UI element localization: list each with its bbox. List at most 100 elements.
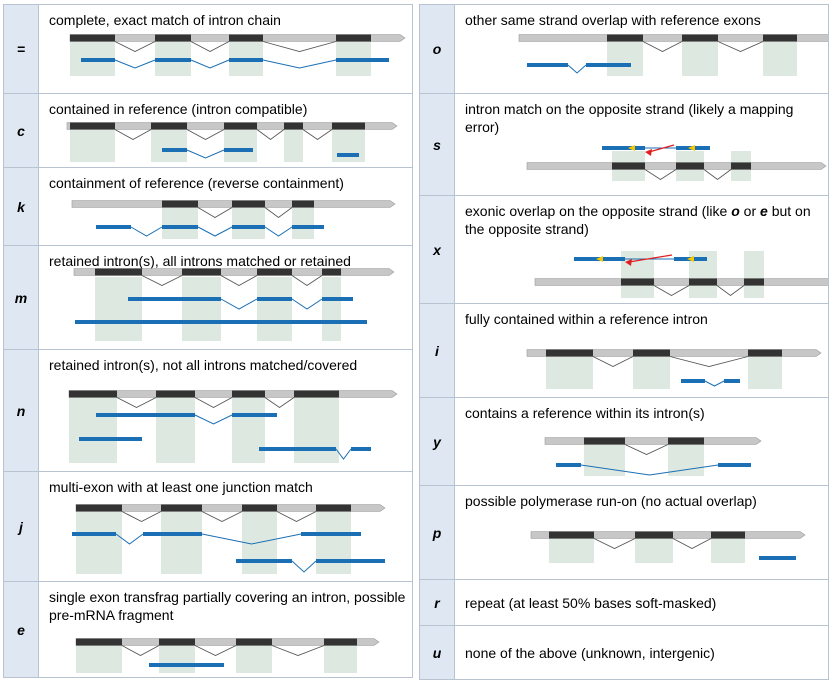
overlap-shade xyxy=(763,42,797,76)
arrowhead-icon xyxy=(645,149,652,156)
intron-connector xyxy=(190,41,230,53)
class-code: y xyxy=(420,398,455,485)
description-text: complete, exact match of intron chain xyxy=(49,12,281,28)
intron-connector xyxy=(256,129,285,141)
intron-connector xyxy=(197,207,233,219)
row-o: o other same strand overlap with referen… xyxy=(420,5,828,93)
query-exon xyxy=(143,532,202,536)
class-code: c xyxy=(4,94,39,167)
intron-connector xyxy=(717,41,764,52)
intron-connector xyxy=(186,129,225,141)
row-description: contained in reference (intron compatibl… xyxy=(39,94,412,167)
reference-exon xyxy=(682,34,718,42)
row-description: complete, exact match of intron chain xyxy=(39,5,412,93)
query-intron-connector xyxy=(335,448,352,460)
reference-exon xyxy=(156,390,195,398)
reference-exon xyxy=(162,200,198,208)
class-code: = xyxy=(4,5,39,93)
row-x: x exonic overlap on the opposite strand … xyxy=(420,195,828,303)
reference-exon xyxy=(242,504,277,512)
reference-exon xyxy=(621,278,654,286)
right-class-code-table: o other same strand overlap with referen… xyxy=(419,4,829,680)
query-exon xyxy=(724,379,740,383)
row-p: p possible polymerase run-on (no actual … xyxy=(420,485,828,579)
class-code: p xyxy=(420,486,455,579)
overlap-shade xyxy=(236,645,272,673)
transcript-diagram xyxy=(66,122,398,162)
reference-exon xyxy=(748,349,782,357)
query-exon xyxy=(232,225,265,229)
intron-connector xyxy=(302,129,333,141)
query-intron-connector xyxy=(194,414,233,425)
transcript-diagram xyxy=(71,200,396,239)
query-intron-connector xyxy=(130,226,163,237)
row-m: m retained intron(s), all introns matche… xyxy=(4,245,412,349)
overlap-shade xyxy=(232,398,265,463)
row-i: i fully contained within a reference int… xyxy=(420,303,828,397)
description-text: possible polymerase run-on (no actual ov… xyxy=(465,493,757,509)
class-code: k xyxy=(4,168,39,245)
overlap-shade xyxy=(156,398,195,463)
intron-connector xyxy=(716,285,745,297)
query-exon xyxy=(81,58,115,62)
reference-transcript-line xyxy=(544,437,762,445)
row-description: none of the above (unknown, intergenic) xyxy=(455,626,828,679)
query-exon xyxy=(586,63,631,67)
intron-connector xyxy=(220,275,258,287)
row-s: s intron match on the opposite strand (l… xyxy=(420,93,828,195)
row-description: repeat (at least 50% bases soft-masked) xyxy=(455,580,828,625)
row-description: exonic overlap on the opposite strand (l… xyxy=(455,196,828,303)
overlap-shade xyxy=(584,444,625,476)
reference-exon xyxy=(711,531,745,539)
reference-exon xyxy=(76,638,122,646)
overlap-shade xyxy=(159,645,195,673)
query-intron-connector xyxy=(704,380,725,387)
reference-exon xyxy=(546,349,593,357)
reference-exon xyxy=(689,278,717,286)
class-code: e xyxy=(4,582,39,677)
description-text: repeat (at least 50% bases soft-masked) xyxy=(465,594,717,611)
query-intron-connector xyxy=(197,226,233,237)
reference-exon xyxy=(236,638,272,646)
reference-exon xyxy=(151,122,187,130)
reference-exon xyxy=(76,504,122,512)
query-intron-connector xyxy=(291,298,323,310)
overlap-shade xyxy=(668,444,704,476)
overlap-shade xyxy=(284,129,303,162)
reference-exon xyxy=(155,34,191,42)
transcript-diagram xyxy=(526,349,822,389)
reference-exon xyxy=(549,531,594,539)
intron-connector xyxy=(669,356,749,367)
description-text: fully contained within a reference intro… xyxy=(465,311,708,327)
description-text: retained intron(s), all introns matched … xyxy=(49,253,351,269)
transcript-diagram xyxy=(72,504,386,574)
reference-exon xyxy=(322,268,341,276)
row-n: n retained intron(s), not all introns ma… xyxy=(4,349,412,471)
intron-connector xyxy=(114,41,156,53)
reference-exon xyxy=(763,34,797,42)
strand-marker-icon xyxy=(628,145,635,151)
intron-connector xyxy=(194,397,233,409)
overlap-shade xyxy=(161,512,202,574)
query-exon xyxy=(162,148,187,152)
description-text: containment of reference (reverse contai… xyxy=(49,175,344,191)
query-exon xyxy=(232,413,277,417)
query-exon xyxy=(718,463,751,467)
class-code: o xyxy=(420,5,455,93)
overlap-shade xyxy=(76,512,122,574)
transcript-diagram xyxy=(530,531,806,563)
overlap-shade xyxy=(322,277,341,341)
reference-exon xyxy=(95,268,142,276)
query-exon xyxy=(224,148,253,152)
query-intron-connector xyxy=(220,298,258,310)
overlap-shade xyxy=(162,208,198,239)
overlap-shade xyxy=(182,277,221,341)
query-intron-connector xyxy=(264,226,293,237)
row-j: j multi-exon with at least one junction … xyxy=(4,471,412,581)
query-exon xyxy=(292,225,324,229)
opposite-strand-arrow xyxy=(648,144,675,153)
strand-marker-icon xyxy=(596,256,603,262)
query-exon xyxy=(257,297,292,301)
row-c: c contained in reference (intron compati… xyxy=(4,93,412,167)
transcript-diagram xyxy=(534,251,828,298)
